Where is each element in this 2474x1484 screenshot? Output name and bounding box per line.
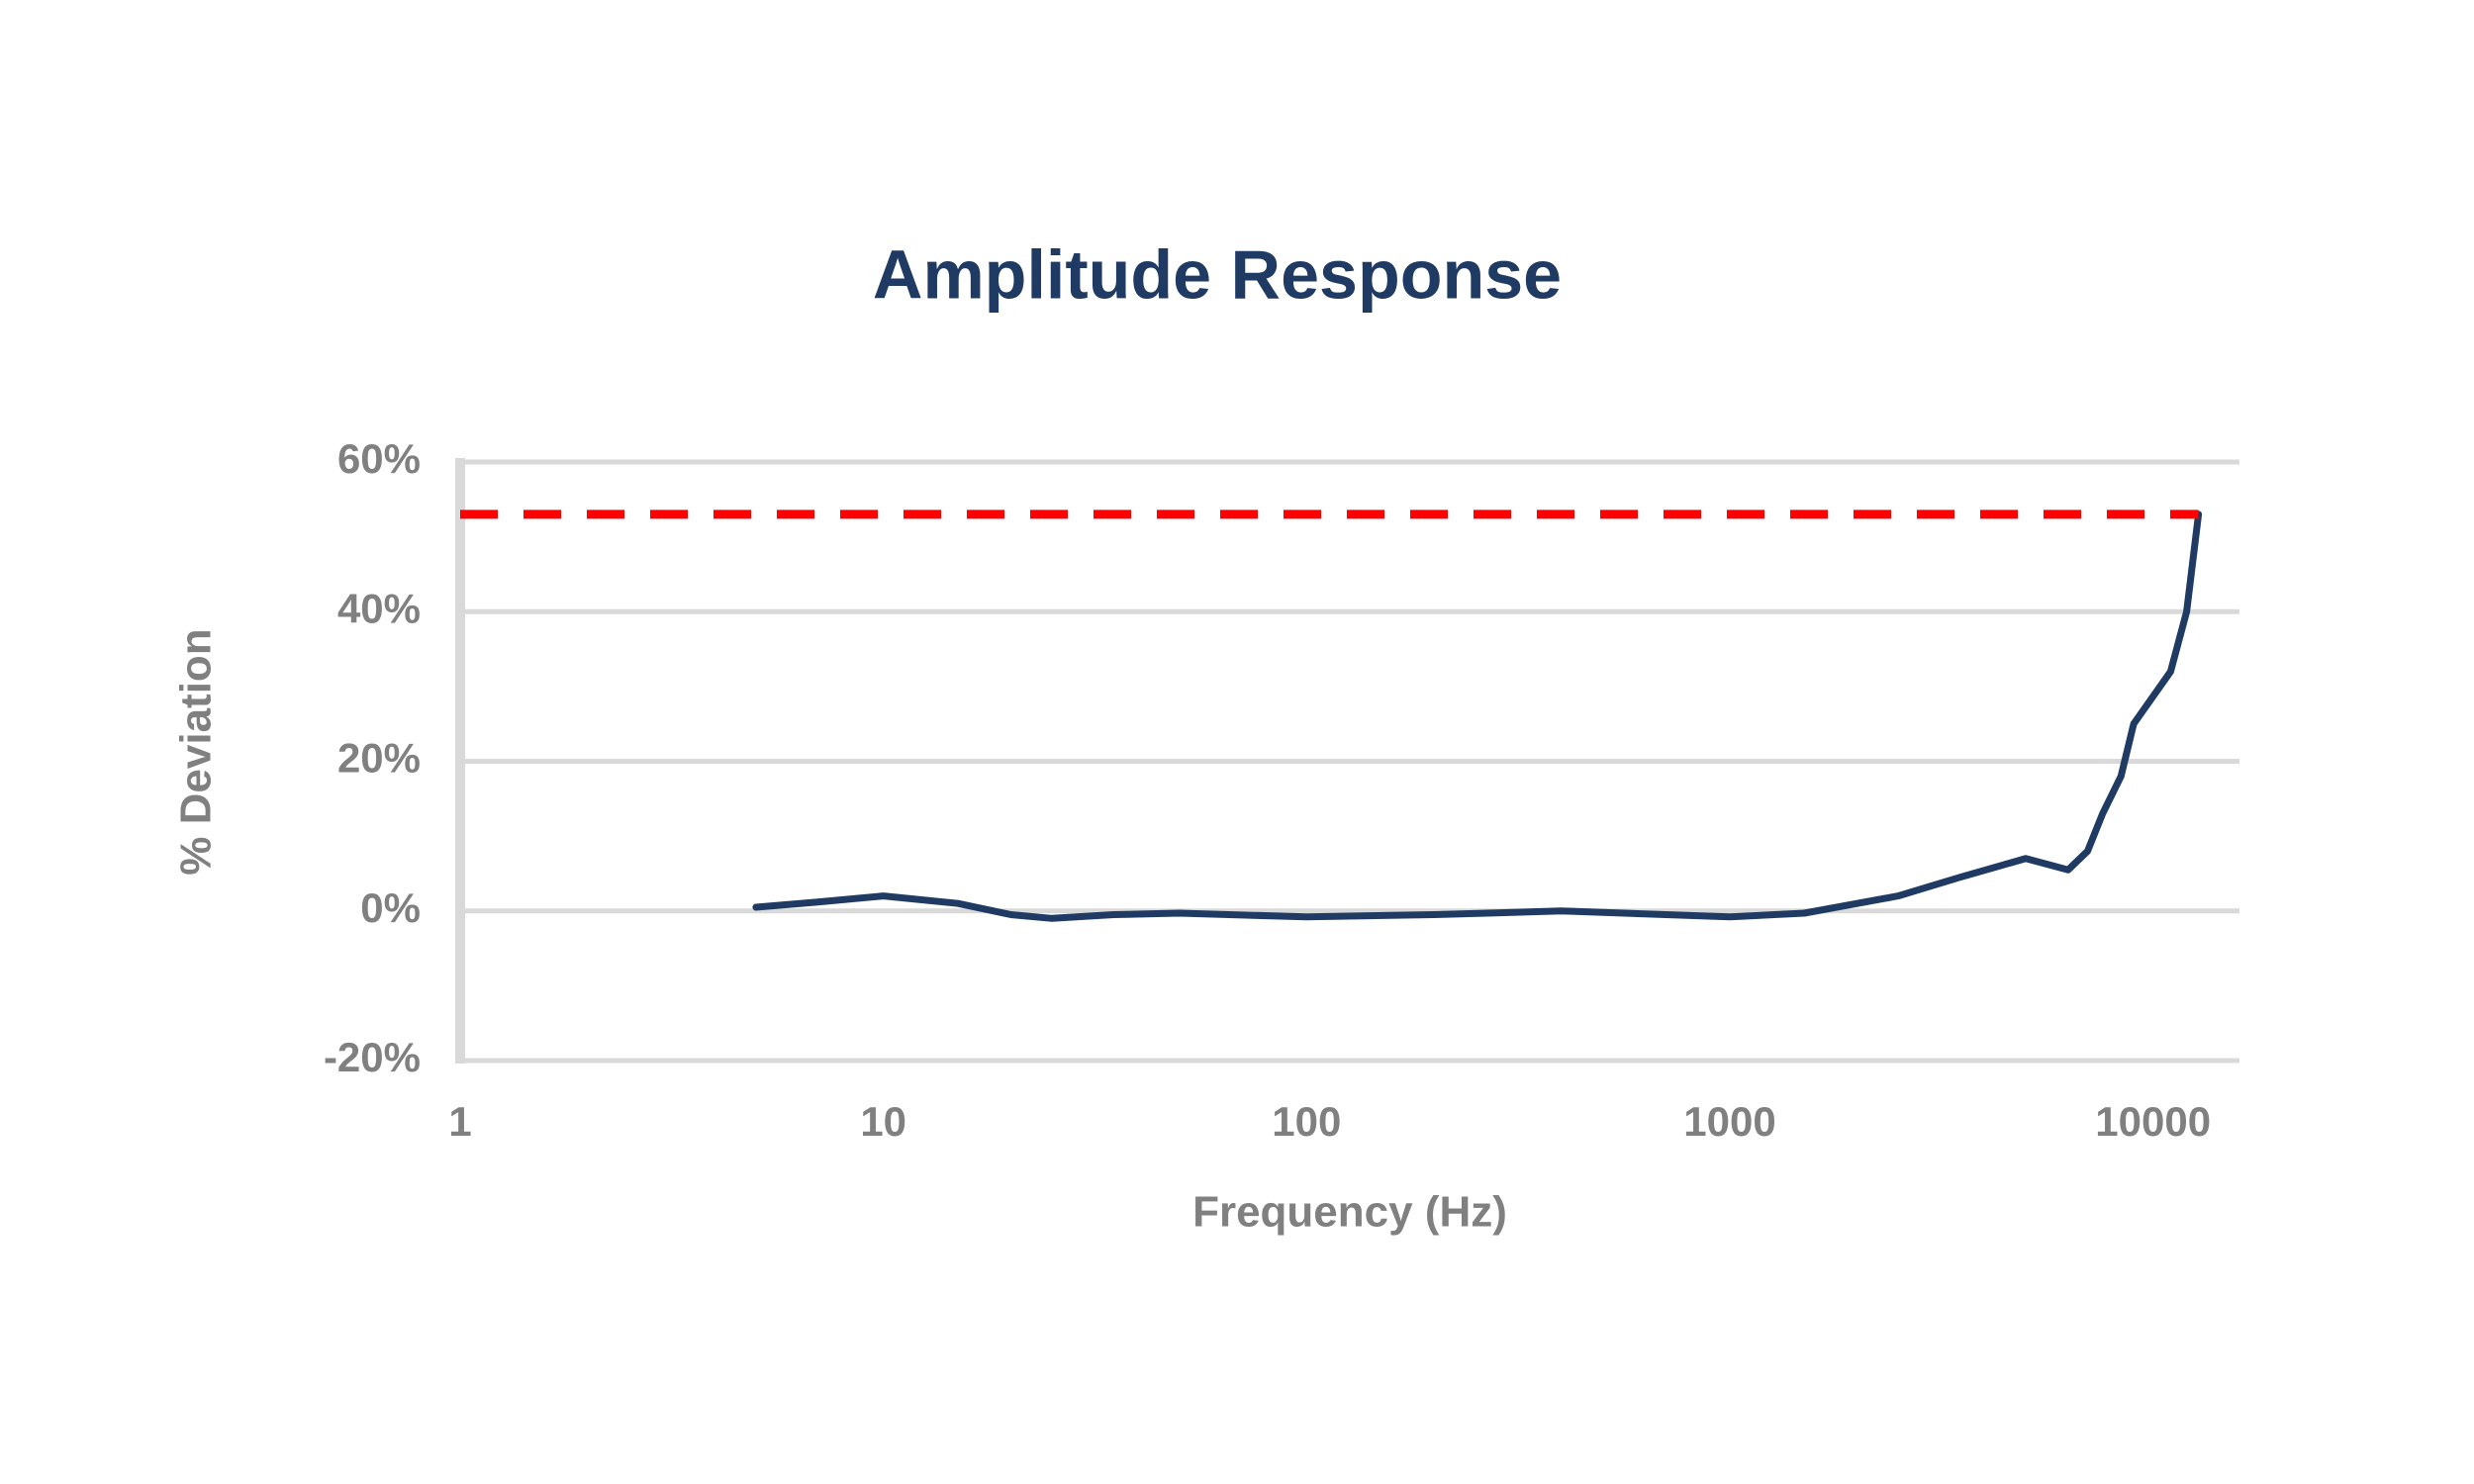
- data-line: [752, 510, 2203, 922]
- y-tick-label: 40%: [337, 585, 421, 631]
- x-tick-label: 10: [860, 1098, 906, 1145]
- x-axis-label: Frequency (Hz): [1192, 1188, 1507, 1237]
- y-tick-label: -20%: [324, 1034, 421, 1080]
- y-axis-label: % Deviation: [172, 628, 221, 875]
- chart-title: Amplitude Response: [873, 235, 1562, 313]
- y-tick-label: 20%: [337, 735, 421, 782]
- x-tick-label: 1000: [1683, 1098, 1775, 1145]
- x-tick-label: 10000: [2095, 1098, 2211, 1145]
- x-tick-label: 100: [1272, 1098, 1341, 1145]
- x-tick-label: 1: [448, 1098, 471, 1145]
- y-tick-label: 60%: [337, 435, 421, 482]
- y-tick-label: 0%: [360, 884, 421, 931]
